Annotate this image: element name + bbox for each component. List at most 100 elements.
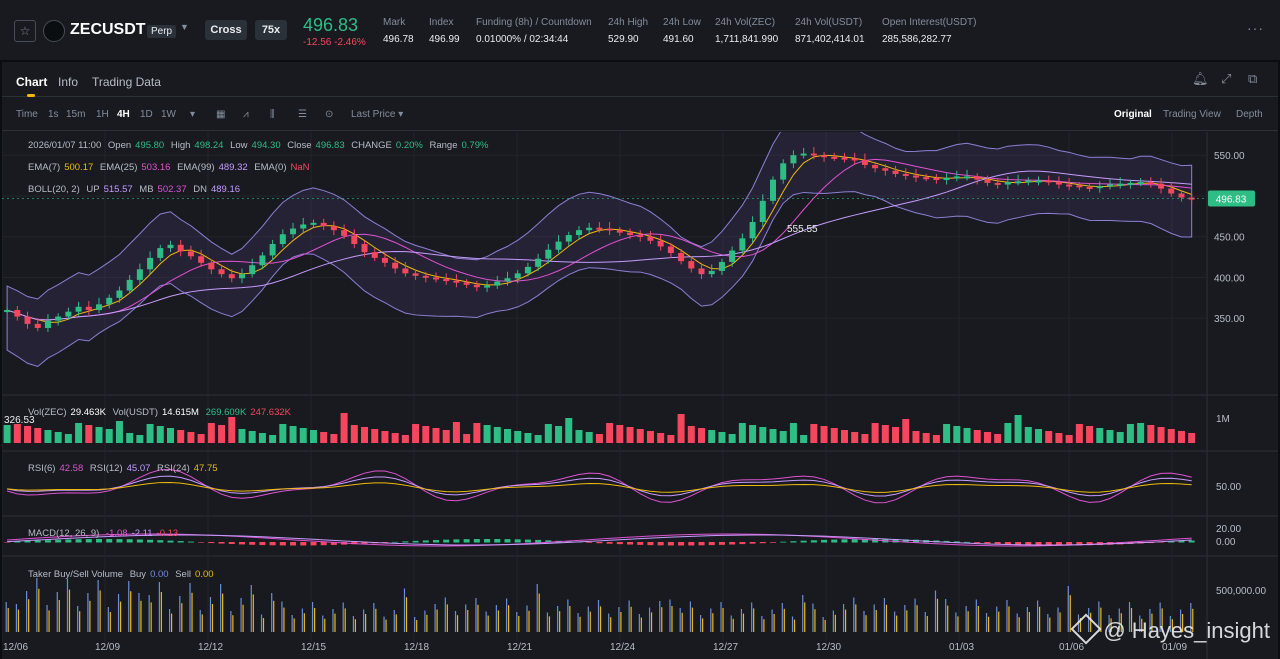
interval-1w[interactable]: 1W — [161, 109, 176, 120]
candle-body — [320, 222, 327, 227]
volume-bar — [953, 426, 961, 443]
symbol-name[interactable]: ZECUSDT — [70, 21, 146, 38]
taker-buy-bar — [955, 612, 957, 632]
tab-trading-data[interactable]: Trading Data — [92, 75, 161, 89]
candle-body — [627, 232, 634, 236]
date-axis-label: 12/24 — [610, 642, 635, 653]
tab-chart[interactable]: Chart — [16, 75, 48, 89]
candle-body — [729, 250, 736, 262]
taker-sell-bar — [947, 605, 949, 632]
macd-bar — [96, 539, 103, 543]
taker-sell-bar — [181, 603, 183, 632]
taker-sell-bar — [569, 606, 571, 632]
taker-buy-bar — [751, 602, 753, 632]
taker-buy-bar — [363, 609, 365, 632]
macd-bar — [300, 542, 307, 546]
interval-1s[interactable]: 1s — [48, 109, 59, 120]
candle-body — [422, 275, 429, 278]
taker-buy-bar — [761, 616, 763, 632]
taker-buy-bar — [700, 615, 702, 632]
taker-buy-bar — [546, 612, 549, 632]
taker-buy-bar — [424, 610, 426, 632]
taker-buy-bar — [536, 584, 538, 632]
taker-sell-bar — [293, 618, 295, 632]
taker-buy-bar — [26, 591, 28, 632]
macd-bar — [892, 539, 899, 543]
taker-buy-bar — [904, 605, 906, 632]
interval-1h[interactable]: 1H — [96, 109, 109, 120]
more-dots-icon[interactable]: ··· — [1247, 20, 1264, 36]
volume-bar — [912, 431, 920, 443]
volume-bar — [1014, 415, 1022, 443]
margin-mode-button[interactable]: Cross — [205, 20, 247, 40]
macd-bar — [586, 542, 593, 543]
taker-buy-bar — [516, 612, 518, 632]
symbol-dropdown-icon[interactable]: ▼ — [180, 22, 189, 32]
taker-sell-bar — [579, 616, 581, 632]
candle-type-icon[interactable]: ⫼ — [270, 109, 275, 120]
taker-sell-bar — [671, 606, 673, 632]
candle-body — [259, 255, 266, 266]
taker-sell-bar — [170, 613, 173, 632]
taker-buy-bar — [669, 599, 671, 632]
taker-buy-bar — [638, 614, 640, 632]
taker-buy-bar — [301, 608, 303, 632]
volume-bar — [228, 417, 236, 443]
taker-buy-bar — [557, 606, 559, 632]
taker-sell-bar — [1079, 618, 1082, 632]
alert-bell-icon[interactable]: 🔔︎ — [1192, 71, 1209, 86]
macd-bar — [667, 542, 674, 546]
macd-bar — [964, 541, 971, 543]
candle-body — [831, 156, 838, 159]
ema25-line — [6, 158, 1192, 321]
candlestick-chart[interactable]: 550.00500.00450.00400.00350.00555.55326.… — [2, 132, 1278, 659]
ema99-line — [6, 170, 1192, 321]
settings-icon[interactable]: ☰ — [298, 109, 307, 120]
price-type-select[interactable]: Last Price ▾ — [351, 109, 404, 120]
candle-body — [116, 290, 123, 298]
candle-body — [198, 256, 205, 263]
candle-body — [821, 155, 828, 158]
taker-sell-bar — [507, 605, 510, 632]
volume-bar — [371, 429, 379, 443]
macd-bar — [861, 539, 868, 543]
taker-buy-bar — [107, 607, 109, 632]
view-trading-view[interactable]: Trading View — [1163, 109, 1221, 120]
taker-sell-bar — [191, 592, 193, 632]
stat-index: Index 496.99 — [429, 17, 460, 45]
calendar-icon[interactable]: ▦ — [216, 109, 226, 120]
view-depth[interactable]: Depth — [1236, 109, 1263, 120]
interval-dropdown-icon[interactable]: ▾ — [190, 109, 196, 120]
candle-body — [698, 268, 705, 275]
macd-bar — [249, 542, 256, 545]
interval-time[interactable]: Time — [16, 109, 38, 120]
volume-bar — [779, 431, 787, 443]
candle-body — [290, 228, 297, 235]
chart-panel: Chart Info Trading Data 🔔︎ ⤢ ⧉ Time 1s 1… — [2, 62, 1278, 659]
taker-buy-bar — [240, 598, 242, 632]
candle-body — [484, 285, 491, 288]
price-axis-label: 400.00 — [1214, 273, 1245, 284]
fullscreen-icon[interactable]: ⤢ — [1221, 71, 1232, 86]
popout-icon[interactable]: ⧉ — [1248, 71, 1258, 86]
view-original[interactable]: Original — [1114, 109, 1152, 120]
taker-buy-bar — [597, 600, 600, 632]
interval-1d[interactable]: 1D — [140, 109, 153, 120]
volume-bar — [1075, 424, 1083, 443]
interval-15m[interactable]: 15m — [66, 109, 86, 120]
indicator-icon[interactable]: ⩘ — [243, 109, 249, 120]
taker-sell-bar — [528, 610, 530, 632]
taker-buy-bar — [1088, 608, 1090, 632]
drawing-icon[interactable]: ⊙ — [325, 109, 334, 120]
interval-4h[interactable]: 4H — [117, 109, 130, 120]
leverage-button[interactable]: 75x — [255, 20, 287, 40]
volume-bar — [800, 435, 808, 443]
macd-signal-line — [7, 534, 1192, 546]
favorite-star-icon[interactable]: ☆ — [14, 20, 36, 42]
macd-bar — [228, 542, 235, 545]
taker-buy-bar — [128, 581, 130, 632]
volume-bar — [524, 433, 532, 443]
taker-sell-bar — [354, 619, 357, 632]
macd-bar — [514, 539, 521, 543]
tab-info[interactable]: Info — [58, 75, 79, 89]
